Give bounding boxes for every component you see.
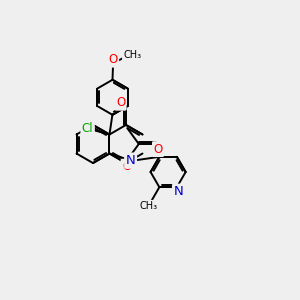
Text: O: O [116,96,125,109]
Text: CH₃: CH₃ [123,50,141,60]
Text: O: O [109,53,118,66]
Text: N: N [173,185,183,198]
Text: N: N [126,154,136,167]
Text: O: O [153,142,163,156]
Text: CH₃: CH₃ [140,201,158,211]
Text: O: O [122,160,131,173]
Text: Cl: Cl [82,122,93,135]
